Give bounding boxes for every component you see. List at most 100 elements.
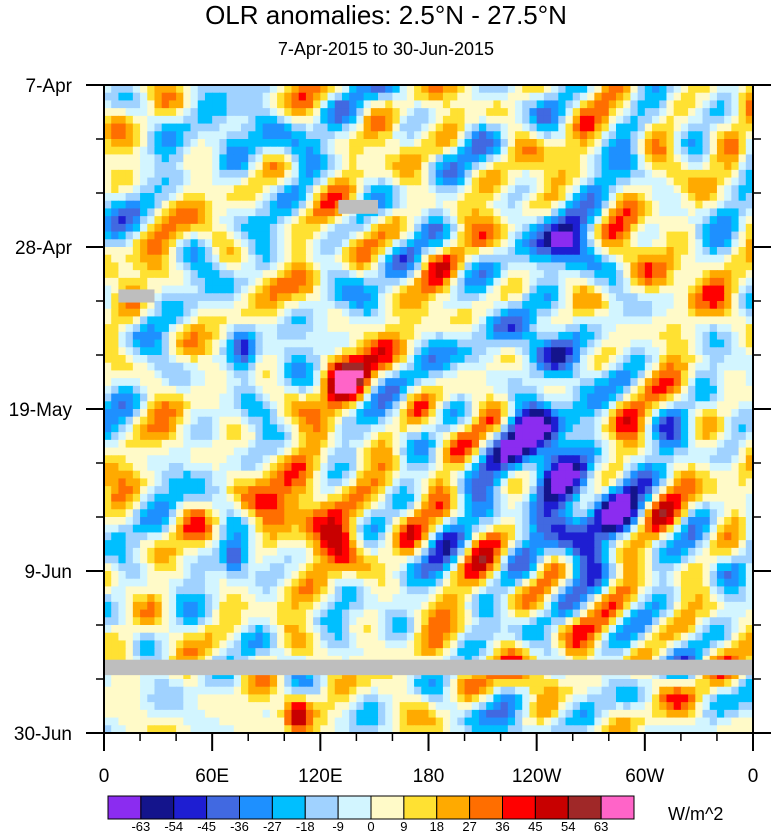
field-cell (341, 115, 350, 125)
field-cell (125, 362, 134, 372)
field-cell (587, 486, 595, 495)
field-cell (471, 92, 480, 102)
field-cell (277, 470, 285, 480)
field-cell (233, 200, 242, 210)
field-cell (673, 424, 682, 433)
field-cell (745, 362, 753, 372)
field-cell (565, 455, 574, 464)
field-cell (731, 339, 740, 348)
field-cell (363, 231, 372, 240)
field-cell (623, 339, 632, 348)
field-cell (464, 123, 473, 132)
field-cell (738, 293, 747, 302)
field-cell (435, 385, 444, 395)
field-cell (284, 123, 293, 132)
field-cell (341, 100, 350, 109)
field-cell (464, 108, 473, 117)
field-cell (176, 200, 184, 210)
field-cell (132, 185, 141, 194)
field-cell (118, 92, 127, 102)
field-cell (478, 478, 487, 487)
field-cell (500, 177, 509, 186)
field-cell (615, 393, 624, 402)
field-cell (486, 85, 494, 94)
field-cell (529, 370, 538, 379)
field-cell (190, 177, 199, 186)
field-cell (392, 455, 401, 464)
field-cell (414, 139, 422, 148)
field-cell (731, 293, 740, 302)
field-cell (688, 478, 696, 487)
field-cell (680, 100, 689, 109)
field-cell (176, 362, 184, 372)
field-cell (125, 409, 134, 418)
field-cell (486, 393, 494, 402)
field-cell (551, 409, 559, 418)
field-cell (277, 447, 285, 456)
field-cell (140, 146, 148, 156)
field-cell (565, 378, 574, 387)
field-cell (457, 146, 466, 156)
field-cell (543, 478, 552, 487)
field-cell (356, 115, 365, 125)
field-cell (450, 378, 458, 387)
field-cell (334, 308, 343, 318)
field-cell (695, 439, 704, 449)
field-cell (486, 154, 494, 163)
field-cell (688, 301, 696, 310)
field-cell (327, 293, 336, 302)
field-cell (147, 247, 156, 256)
field-cell (716, 316, 725, 325)
field-cell (341, 393, 350, 402)
field-cell (233, 216, 242, 225)
field-cell (356, 108, 365, 117)
field-cell (118, 393, 127, 402)
field-cell (349, 401, 357, 410)
field-cell (414, 146, 422, 156)
field-cell (147, 301, 156, 310)
field-cell (161, 216, 170, 225)
field-cell (551, 216, 559, 225)
field-cell (464, 393, 473, 402)
field-cell (652, 301, 660, 310)
field-cell (305, 247, 314, 256)
field-cell (652, 123, 660, 132)
field-cell (356, 501, 365, 510)
field-cell (471, 154, 480, 163)
field-cell (623, 362, 632, 372)
field-cell (493, 139, 502, 148)
field-cell (147, 455, 156, 464)
field-cell (716, 247, 725, 256)
field-cell (277, 154, 285, 163)
field-cell (515, 270, 523, 279)
field-cell (716, 416, 725, 426)
field-cell (486, 501, 494, 510)
field-cell (269, 223, 278, 233)
field-cell (378, 293, 386, 302)
field-cell (298, 285, 307, 294)
field-cell (168, 92, 177, 102)
field-cell (450, 154, 458, 163)
field-cell (623, 100, 632, 109)
field-cell (608, 231, 617, 240)
field-cell (161, 285, 170, 294)
field-cell (659, 463, 668, 472)
field-cell (241, 478, 249, 487)
field-cell (349, 393, 357, 402)
field-cell (500, 200, 509, 210)
field-cell (630, 162, 639, 171)
field-cell (161, 100, 170, 109)
field-cell (269, 385, 278, 395)
field-cell (392, 393, 401, 402)
field-cell (608, 470, 617, 480)
field-cell (269, 339, 278, 348)
field-cell (385, 262, 394, 271)
field-cell (363, 432, 372, 441)
field-cell (608, 270, 617, 279)
field-cell (204, 331, 213, 341)
field-cell (529, 362, 538, 372)
field-cell (320, 324, 329, 333)
field-cell (161, 154, 170, 163)
field-cell (500, 409, 509, 418)
field-cell (284, 509, 293, 518)
